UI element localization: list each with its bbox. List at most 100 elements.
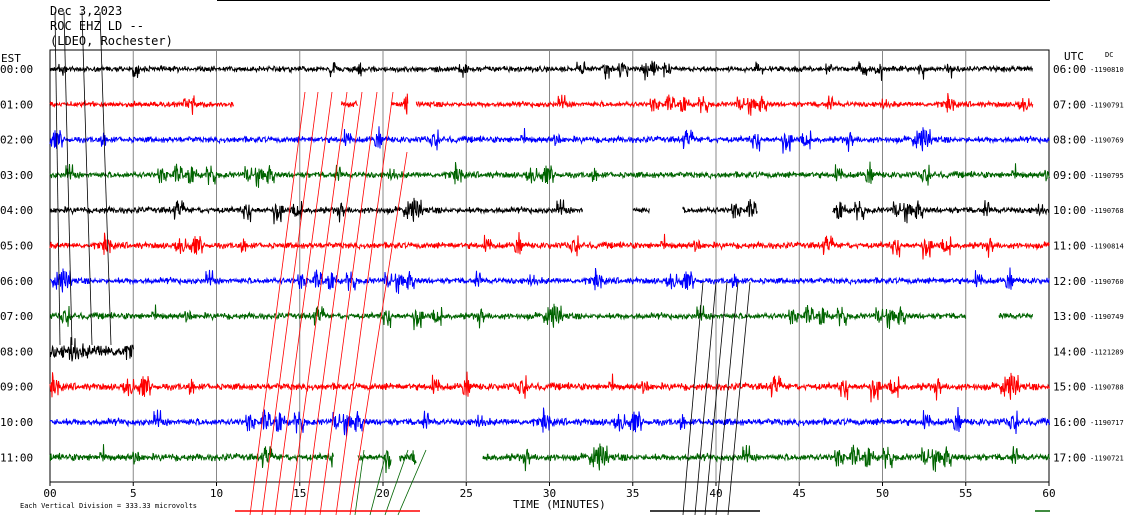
slant-line-black <box>63 11 73 346</box>
trace-green <box>49 444 334 468</box>
slant-line-black <box>682 281 704 516</box>
x-tick-label: 5 <box>130 487 137 500</box>
utc-hour-label: 07:00 <box>1053 98 1086 111</box>
utc-hour-label: 11:00 <box>1053 240 1086 253</box>
est-hour-label: 00:00 <box>0 63 33 76</box>
dc-offset-label: -1190717 <box>1090 419 1124 427</box>
dc-offset-label: -1190791 <box>1090 101 1124 109</box>
x-tick-label: 10 <box>210 487 223 500</box>
utc-hour-label: 08:00 <box>1053 134 1086 147</box>
est-hour-label: 01:00 <box>0 98 33 111</box>
x-tick-label: 40 <box>709 487 722 500</box>
est-label: EST <box>1 52 21 65</box>
slant-line-red <box>335 91 394 516</box>
trace-red <box>49 371 1050 403</box>
slant-line-green <box>369 449 388 516</box>
slant-line-black <box>715 281 739 516</box>
trace-green <box>357 450 392 474</box>
x-tick-label: 60 <box>1042 487 1055 500</box>
x-tick-label: 20 <box>376 487 389 500</box>
trace-black <box>632 206 650 214</box>
trace-black <box>682 199 758 219</box>
slant-line-green <box>354 449 365 516</box>
trace-green <box>49 161 1050 188</box>
trace-red <box>340 100 359 108</box>
x-tick-label: 50 <box>876 487 889 500</box>
slant-line-green <box>384 449 409 516</box>
trace-black <box>832 200 1050 224</box>
slant-line-red <box>319 91 378 516</box>
trace-black <box>49 60 1033 81</box>
dc-offset-label: -1190795 <box>1090 172 1124 180</box>
trace-red <box>390 93 409 115</box>
slant-line-red <box>261 91 319 516</box>
utc-hour-label: 10:00 <box>1053 204 1086 217</box>
trace-red <box>49 95 234 115</box>
x-tick-label: 45 <box>793 487 806 500</box>
trace-green <box>482 443 1050 472</box>
est-hour-label: 09:00 <box>0 381 33 394</box>
x-tick-label: 25 <box>460 487 473 500</box>
dc-offset-label: -1121289 <box>1090 348 1124 356</box>
slant-line-red <box>289 91 348 516</box>
dc-offset-label: -1190749 <box>1090 313 1124 321</box>
axis-labels: 00 5 10 15 20 25 30 35 40 45 50 55 60 00:00 06:00 -1190… <box>0 63 1124 500</box>
est-hour-label: 07:00 <box>0 310 33 323</box>
slant-line-black <box>81 11 93 346</box>
slant-line-black <box>727 281 751 516</box>
utc-hour-label: 13:00 <box>1053 310 1086 323</box>
trace-red <box>415 93 1034 116</box>
slant-line-black <box>694 281 717 516</box>
trace-blue <box>49 267 1050 294</box>
utc-hour-label: 12:00 <box>1053 275 1086 288</box>
dc-offset-label: -1190788 <box>1090 384 1124 392</box>
dc-label: DC <box>1105 51 1113 59</box>
slant-lines <box>54 11 1050 516</box>
trace-green <box>399 450 417 465</box>
x-tick-label: 35 <box>626 487 639 500</box>
trace-red <box>49 232 1050 260</box>
x-tick-label: 00 <box>43 487 56 500</box>
trace-blue <box>49 406 1050 437</box>
est-hour-label: 08:00 <box>0 345 33 358</box>
utc-label: UTC <box>1064 50 1084 63</box>
x-tick-label: 15 <box>293 487 306 500</box>
slant-line-red <box>249 91 306 516</box>
slant-line-red <box>349 151 408 516</box>
trace-green <box>998 312 1033 321</box>
slant-line-black <box>704 281 728 516</box>
x-axis-title: TIME (MINUTES) <box>513 498 606 511</box>
est-hour-label: 05:00 <box>0 240 33 253</box>
dc-offset-label: -1190721 <box>1090 454 1124 462</box>
trace-black <box>49 337 134 362</box>
trace-green <box>49 303 966 331</box>
utc-hour-label: 14:00 <box>1053 345 1086 358</box>
slant-line-red <box>304 91 363 516</box>
utc-hour-label: 16:00 <box>1053 416 1086 429</box>
grid-lines <box>132 50 967 482</box>
dc-offset-label: -1190769 <box>1090 137 1124 145</box>
utc-hour-label: 09:00 <box>1053 169 1086 182</box>
slant-line-red <box>274 91 333 516</box>
trace-blue <box>49 126 1050 154</box>
est-hour-label: 02:00 <box>0 134 33 147</box>
dc-offset-label: -1190814 <box>1090 243 1124 251</box>
est-hour-label: 11:00 <box>0 451 33 464</box>
est-hour-label: 10:00 <box>0 416 33 429</box>
est-hour-label: 04:00 <box>0 204 33 217</box>
trace-group <box>49 60 1050 474</box>
dc-offset-label: -1190768 <box>1090 207 1124 215</box>
footer-note: Each Vertical Division = 333.33 microvol… <box>20 502 197 510</box>
x-tick-label: 55 <box>959 487 972 500</box>
utc-hour-label: 17:00 <box>1053 451 1086 464</box>
slant-line-black <box>54 11 61 346</box>
utc-hour-label: 15:00 <box>1053 381 1086 394</box>
dc-offset-label: -1190760 <box>1090 278 1124 286</box>
est-hour-label: 03:00 <box>0 169 33 182</box>
x-tick-label: 30 <box>543 487 556 500</box>
slant-line-black <box>99 11 112 346</box>
slant-line-green <box>397 449 427 516</box>
utc-hour-label: 06:00 <box>1053 63 1086 76</box>
est-hour-label: 06:00 <box>0 275 33 288</box>
